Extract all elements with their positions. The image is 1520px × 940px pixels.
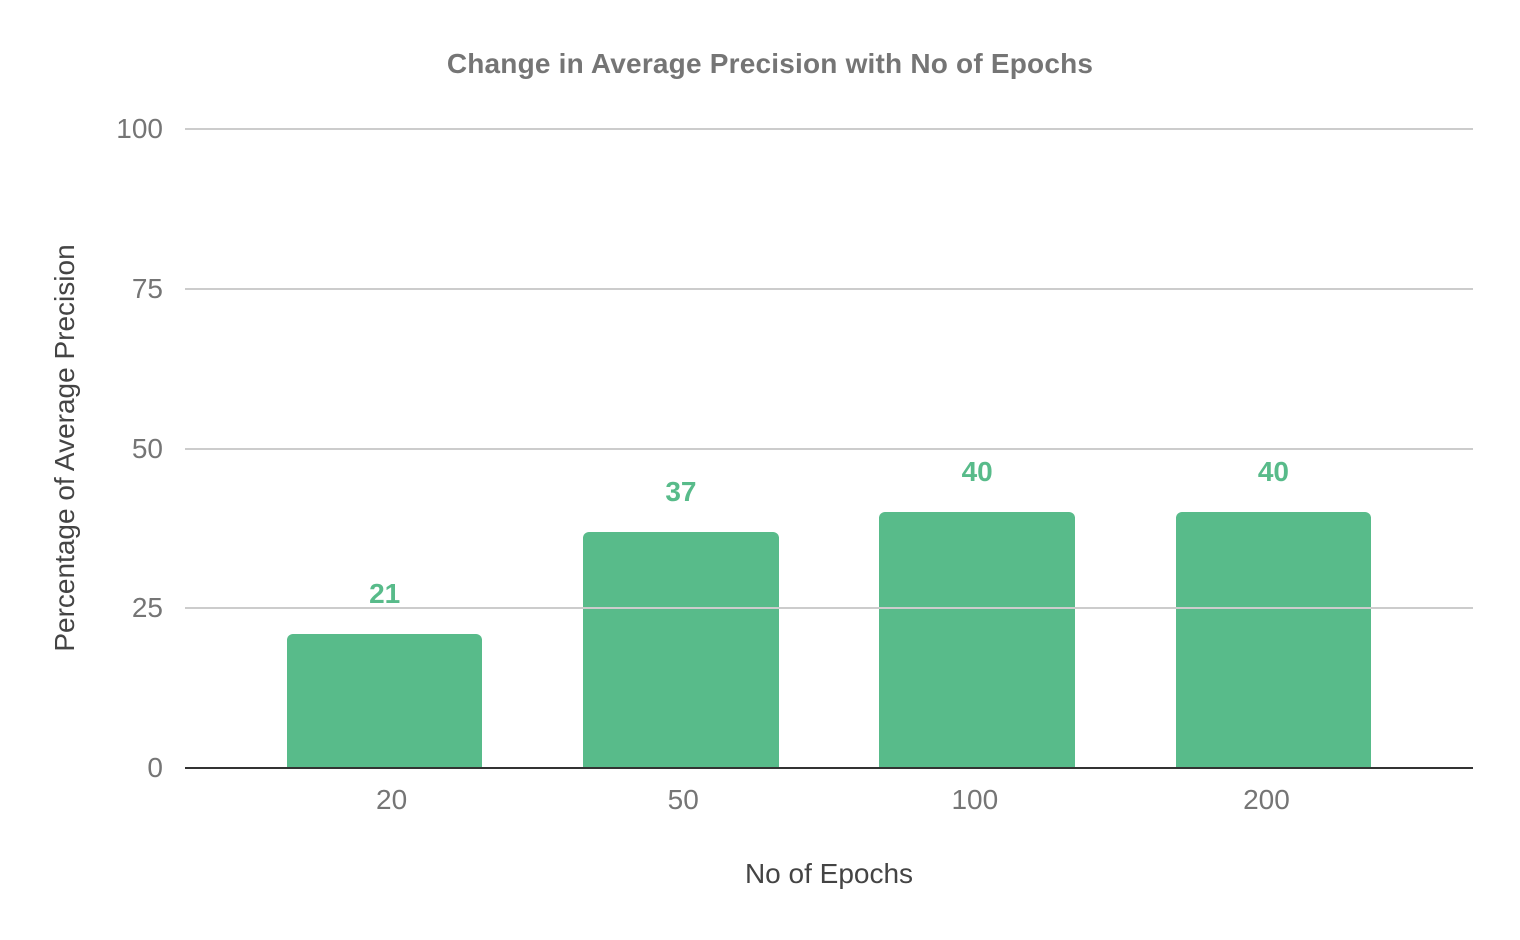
x-axis-title: No of Epochs <box>744 858 914 889</box>
x-tick-label-20: 20 <box>376 784 408 815</box>
gridline-y-75 <box>185 287 1473 290</box>
bar-slot-20: 21 <box>237 129 533 768</box>
gridline-y-100 <box>185 128 1473 130</box>
y-tick-label-50: 50 <box>131 432 163 464</box>
x-tick-row: 20 50 100 200 <box>185 784 1473 816</box>
y-tick-label-100: 100 <box>116 113 163 144</box>
x-tick-label-100: 100 <box>951 784 999 815</box>
chart-title: Change in Average Precision with No of E… <box>446 48 1094 79</box>
bar-slot-50: 37 <box>533 129 829 768</box>
x-tick-label-50: 50 <box>667 784 699 815</box>
gridline-y-25 <box>185 607 1473 610</box>
plot-area: 21 37 40 40 <box>185 128 1473 768</box>
bar-50 <box>583 531 779 768</box>
x-axis-line <box>185 767 1473 769</box>
bar-value-label-50: 37 <box>665 475 697 507</box>
bar-slot-100: 40 <box>829 129 1125 768</box>
x-tick-label-200: 200 <box>1243 784 1290 815</box>
bar-slots: 21 37 40 40 <box>185 129 1473 768</box>
y-tick-label-75: 75 <box>131 272 163 304</box>
bar-value-label-20: 21 <box>369 577 401 609</box>
bar-200 <box>1175 512 1372 768</box>
gridline-y-50 <box>185 447 1473 450</box>
bar-value-label-100: 40 <box>961 456 993 488</box>
bar-slot-200: 40 <box>1125 129 1421 768</box>
y-tick-label-0: 0 <box>147 752 163 783</box>
bar-value-label-200: 40 <box>1257 456 1289 488</box>
y-tick-label-25: 25 <box>131 592 163 624</box>
bar-100 <box>879 512 1075 768</box>
bar-20 <box>286 633 483 768</box>
